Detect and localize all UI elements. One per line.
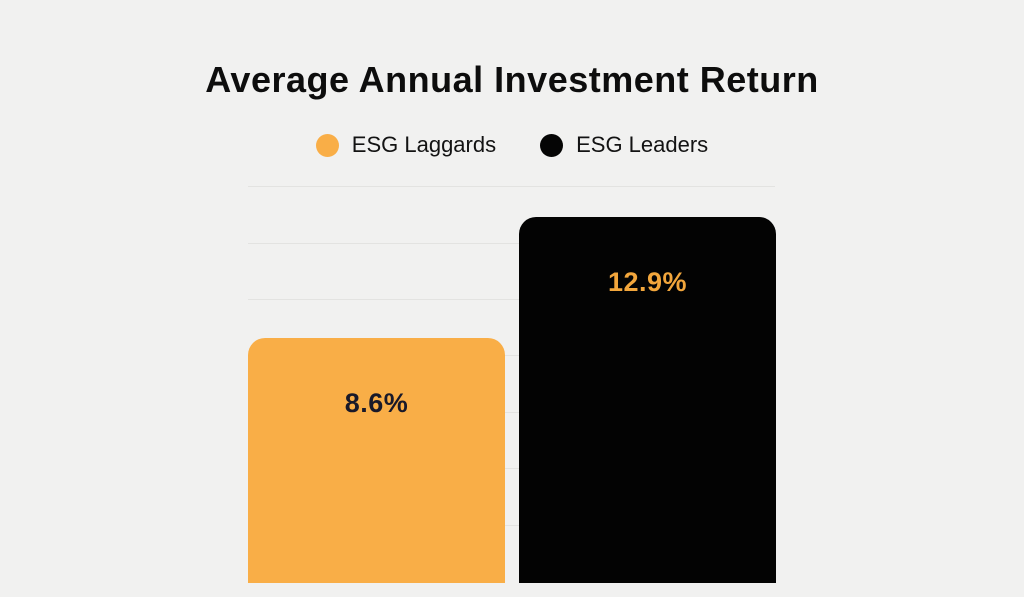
- legend-label-esg-laggards: ESG Laggards: [351, 132, 497, 157]
- gridline: [248, 412, 775, 413]
- chart-legend: ESG Laggards ESG Leaders: [0, 132, 1024, 158]
- bar-value-label-esg-leaders: 12.9%: [607, 267, 688, 297]
- bar-esg-laggards: 8.6%: [248, 338, 505, 583]
- gridline: [248, 186, 775, 187]
- gridline: [248, 468, 775, 469]
- gridline: [248, 355, 775, 356]
- legend-dot-esg-leaders-icon: [540, 133, 564, 157]
- legend-item-esg-laggards: ESG Laggards: [315, 132, 497, 158]
- gridline: [248, 299, 775, 300]
- bar-esg-leaders: 12.9%: [519, 217, 776, 583]
- bar-value-label-esg-laggards: 8.6%: [344, 388, 409, 418]
- chart-title: Average Annual Investment Return: [205, 59, 819, 100]
- gridline: [248, 525, 775, 526]
- gridline: [248, 243, 775, 244]
- legend-dot-esg-laggards-icon: [315, 133, 339, 157]
- legend-item-esg-leaders: ESG Leaders: [540, 132, 708, 158]
- legend-label-esg-leaders: ESG Leaders: [576, 132, 709, 157]
